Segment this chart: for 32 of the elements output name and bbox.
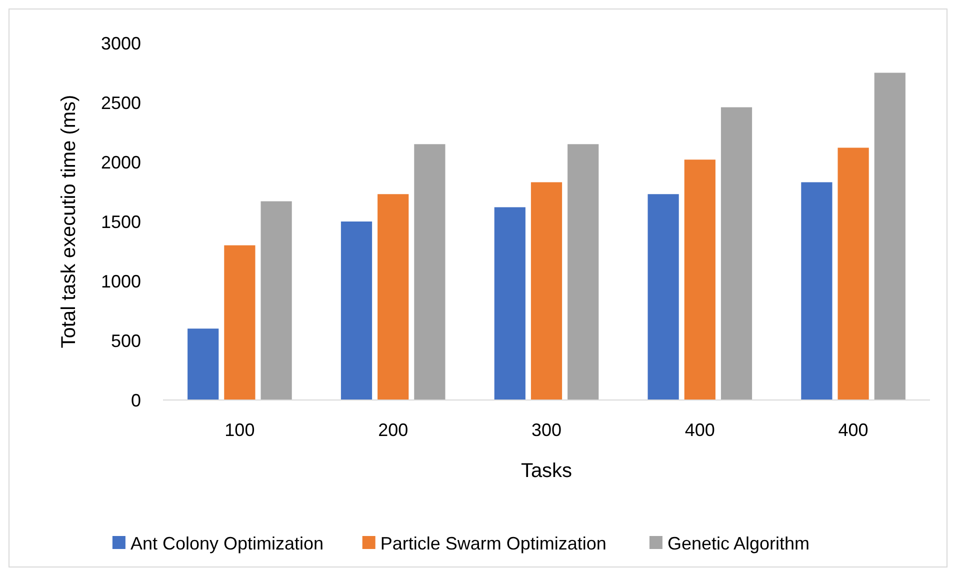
x-axis-title: Tasks	[520, 460, 572, 482]
bar	[874, 72, 906, 400]
x-tick-label: 300	[531, 420, 562, 440]
bar	[568, 144, 599, 400]
y-tick-label: 0	[130, 390, 141, 410]
bar	[838, 148, 869, 400]
bar	[494, 207, 526, 400]
y-axis-title: Total task executio time (ms)	[58, 94, 80, 348]
y-tick-label: 2000	[100, 152, 141, 172]
bar	[224, 245, 256, 400]
bar	[801, 182, 832, 400]
bar	[720, 107, 752, 400]
x-tick-label: 200	[378, 420, 408, 440]
y-tick-label: 3000	[100, 33, 141, 54]
bar	[684, 160, 716, 400]
bar	[260, 201, 292, 400]
legend-label: Particle Swarm Optimization	[380, 533, 606, 554]
legend-label: Ant Colony Optimization	[130, 533, 324, 554]
y-tick-label: 500	[110, 330, 141, 351]
y-tick-label: 1000	[100, 271, 141, 292]
y-tick-label: 2500	[100, 92, 141, 113]
bar	[378, 194, 409, 400]
x-tick-label: 400	[684, 420, 715, 440]
x-tick-label: 100	[224, 420, 255, 440]
bar	[530, 182, 562, 400]
bar	[648, 194, 679, 400]
bar	[340, 222, 372, 400]
bar	[414, 144, 446, 400]
bar	[188, 328, 219, 400]
y-tick-label: 1500	[100, 212, 141, 232]
legend-label: Genetic Algorithm	[667, 533, 810, 554]
x-tick-label: 400	[838, 420, 868, 440]
